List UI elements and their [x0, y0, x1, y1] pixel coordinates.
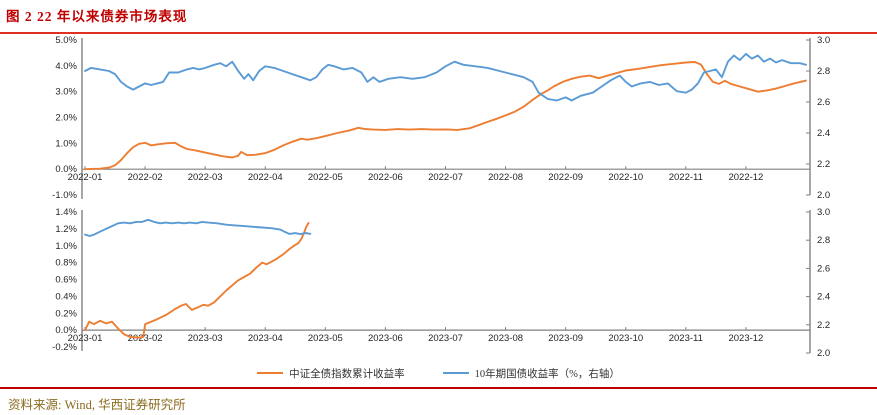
- right-tick-label: 2.8: [817, 235, 830, 246]
- right-tick-label: 2.0: [817, 348, 830, 359]
- series-line-index-return: [84, 61, 807, 171]
- right-tick-label: 3.0: [817, 35, 830, 46]
- x-tick-label: 2022-04: [248, 172, 283, 183]
- chart-legend: 中证全债指数累计收益率 10年期国债收益率（%，右轴）: [0, 365, 877, 381]
- x-tick-label: 2023-08: [488, 333, 523, 344]
- bond-market-chart-2023: 2023-01 2023-02 2023-03 2023-04 2023-05 2023-…: [0, 206, 877, 364]
- right-tick-label: 2.0: [817, 190, 830, 201]
- left-tick-label: 0.8%: [55, 258, 77, 269]
- figure-title: 图 2 22 年以来债券市场表现: [6, 9, 188, 24]
- right-tick-label: 2.4: [817, 128, 830, 139]
- source-note: 资料来源: Wind, 华西证券研究所: [8, 398, 186, 412]
- footer-divider: [0, 387, 877, 389]
- left-tick-label: 3.0%: [55, 87, 77, 98]
- left-tick-label: 0.0%: [55, 164, 77, 175]
- x-tick-label: 2023-06: [368, 333, 403, 344]
- series-line-index-return: [84, 222, 310, 339]
- left-tick-label: -0.2%: [52, 342, 77, 353]
- legend-item-csi-bond-index: 中证全债指数累计收益率: [257, 366, 405, 381]
- left-tick-label: 0.2%: [55, 308, 77, 319]
- x-tick-label: 2022-09: [548, 172, 583, 183]
- legend-item-10y-treasury-yield: 10年期国债收益率（%，右轴）: [442, 366, 620, 381]
- bond-market-chart-2022: 2022-01 2022-02 2022-03 2022-04 2022-05 2022-…: [0, 34, 877, 206]
- chart-2023-svg: 2023-01 2023-02 2023-03 2023-04 2023-05 2023-…: [52, 207, 830, 359]
- x-tick-label: 2023-05: [308, 333, 343, 344]
- series-line-treasury-yield: [84, 52, 807, 102]
- left-tick-label: 1.4%: [55, 207, 77, 218]
- x-tick-label: 2022-12: [728, 172, 763, 183]
- legend-blue-line-swatch: [442, 371, 469, 375]
- x-tick-label: 2022-03: [188, 172, 223, 183]
- x-tick-label: 2023-10: [608, 333, 643, 344]
- left-tick-label: 5.0%: [55, 35, 77, 46]
- x-tick-label: 2022-05: [308, 172, 343, 183]
- right-tick-label: 2.6: [817, 97, 830, 108]
- x-tick-label: 2023-01: [68, 333, 103, 344]
- left-tick-label: 4.0%: [55, 61, 77, 72]
- right-tick-label: 2.2: [817, 159, 830, 170]
- x-tick-label: 2023-11: [669, 333, 703, 344]
- legend-orange-line-swatch: [257, 371, 284, 375]
- left-tick-label: 0.4%: [55, 291, 77, 302]
- x-tick-label: 2022-01: [68, 172, 103, 183]
- x-tick-label: 2022-08: [488, 172, 523, 183]
- left-tick-label: 2.0%: [55, 113, 77, 124]
- legend-label-csi-bond-index: 中证全债指数累计收益率: [289, 368, 405, 380]
- x-tick-label: 2022-10: [608, 172, 643, 183]
- x-tick-label: 2022-02: [128, 172, 163, 183]
- chart-2022-svg: 2022-01 2022-02 2022-03 2022-04 2022-05 2022-…: [52, 35, 830, 201]
- x-tick-label: 2023-09: [548, 333, 583, 344]
- left-tick-label: 1.0%: [55, 241, 77, 252]
- right-tick-label: 3.0: [817, 207, 830, 218]
- x-tick-label: 2022-06: [368, 172, 403, 183]
- x-tick-label: 2022-07: [428, 172, 463, 183]
- x-tick-label: 2023-07: [428, 333, 463, 344]
- left-tick-label: 0.6%: [55, 275, 77, 286]
- left-tick-label: 0.0%: [55, 325, 77, 336]
- legend-label-10y-treasury-yield: 10年期国债收益率（%，右轴）: [474, 368, 620, 380]
- right-tick-label: 2.4: [817, 292, 830, 303]
- x-tick-label: 2023-12: [728, 333, 763, 344]
- left-tick-label: 1.0%: [55, 138, 77, 149]
- title-divider: [0, 32, 877, 34]
- series-line-treasury-yield: [84, 218, 312, 237]
- left-tick-label: -1.0%: [52, 190, 77, 201]
- x-tick-label: 2023-02: [128, 333, 163, 344]
- right-tick-label: 2.8: [817, 66, 830, 77]
- x-tick-label: 2022-11: [669, 172, 703, 183]
- left-tick-label: 1.2%: [55, 224, 77, 235]
- x-tick-label: 2023-03: [188, 333, 223, 344]
- right-tick-label: 2.6: [817, 263, 830, 274]
- right-tick-label: 2.2: [817, 320, 830, 331]
- x-tick-label: 2023-04: [248, 333, 283, 344]
